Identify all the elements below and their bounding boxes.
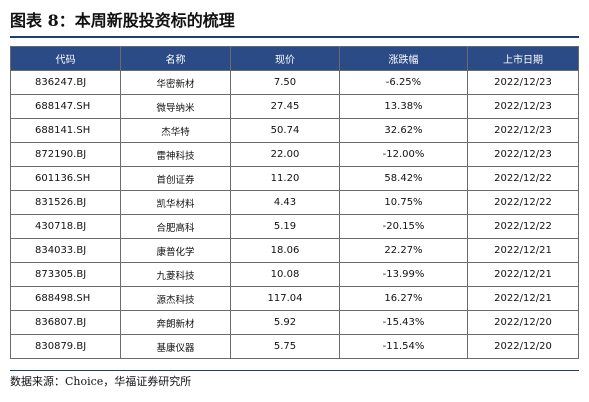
cell-code: 688147.SH bbox=[10, 94, 121, 119]
header-code: 代码 bbox=[10, 46, 121, 71]
cell-name: 雷神科技 bbox=[120, 142, 231, 167]
cell-code: 601136.SH bbox=[10, 166, 121, 191]
cell-price: 117.04 bbox=[230, 286, 340, 311]
cell-name: 合肥高科 bbox=[120, 214, 231, 239]
header-name: 名称 bbox=[120, 46, 231, 71]
cell-change: 32.62% bbox=[339, 118, 468, 143]
cell-change: 13.38% bbox=[339, 94, 468, 119]
table-row: 836247.BJ 华密新材 7.50 -6.25% 2022/12/23 bbox=[10, 70, 579, 95]
cell-listing-date: 2022/12/22 bbox=[467, 190, 579, 215]
cell-name: 康普化学 bbox=[120, 238, 231, 263]
cell-listing-date: 2022/12/23 bbox=[467, 70, 579, 95]
table-row: 688498.SH 源杰科技 117.04 16.27% 2022/12/21 bbox=[10, 286, 579, 311]
cell-name: 微导纳米 bbox=[120, 94, 231, 119]
title-divider bbox=[10, 36, 579, 38]
header-change: 涨跌幅 bbox=[339, 46, 468, 71]
cell-listing-date: 2022/12/20 bbox=[467, 310, 579, 335]
cell-listing-date: 2022/12/20 bbox=[467, 334, 579, 359]
cell-code: 688141.SH bbox=[10, 118, 121, 143]
cell-listing-date: 2022/12/23 bbox=[467, 118, 579, 143]
cell-price: 7.50 bbox=[230, 70, 340, 95]
cell-code: 834033.BJ bbox=[10, 238, 121, 263]
cell-change: 10.75% bbox=[339, 190, 468, 215]
table-row: 430718.BJ 合肥高科 5.19 -20.15% 2022/12/22 bbox=[10, 214, 579, 239]
cell-name: 九菱科技 bbox=[120, 262, 231, 287]
table-row: 688141.SH 杰华特 50.74 32.62% 2022/12/23 bbox=[10, 118, 579, 143]
cell-price: 18.06 bbox=[230, 238, 340, 263]
table-row: 873305.BJ 九菱科技 10.08 -13.99% 2022/12/21 bbox=[10, 262, 579, 287]
cell-code: 873305.BJ bbox=[10, 262, 121, 287]
cell-listing-date: 2022/12/23 bbox=[467, 142, 579, 167]
cell-price: 5.92 bbox=[230, 310, 340, 335]
cell-change: 16.27% bbox=[339, 286, 468, 311]
table-row: 831526.BJ 凯华材料 4.43 10.75% 2022/12/22 bbox=[10, 190, 579, 215]
table-row: 834033.BJ 康普化学 18.06 22.27% 2022/12/21 bbox=[10, 238, 579, 263]
cell-change: 58.42% bbox=[339, 166, 468, 191]
cell-listing-date: 2022/12/21 bbox=[467, 286, 579, 311]
cell-code: 430718.BJ bbox=[10, 214, 121, 239]
table-row: 830879.BJ 基康仪器 5.75 -11.54% 2022/12/20 bbox=[10, 334, 579, 359]
cell-change: -20.15% bbox=[339, 214, 468, 239]
header-price: 现价 bbox=[230, 46, 340, 71]
cell-name: 基康仪器 bbox=[120, 334, 231, 359]
cell-code: 831526.BJ bbox=[10, 190, 121, 215]
source-divider bbox=[10, 370, 579, 371]
cell-price: 5.19 bbox=[230, 214, 340, 239]
cell-name: 首创证券 bbox=[120, 166, 231, 191]
figure-title: 图表 8：本周新股投资标的梳理 bbox=[10, 11, 235, 30]
cell-name: 奔朗新材 bbox=[120, 310, 231, 335]
cell-price: 10.08 bbox=[230, 262, 340, 287]
cell-price: 5.75 bbox=[230, 334, 340, 359]
cell-change: -12.00% bbox=[339, 142, 468, 167]
cell-price: 11.20 bbox=[230, 166, 340, 191]
cell-price: 50.74 bbox=[230, 118, 340, 143]
cell-price: 22.00 bbox=[230, 142, 340, 167]
table-header-row: 代码 名称 现价 涨跌幅 上市日期 bbox=[10, 46, 579, 71]
table-row: 688147.SH 微导纳米 27.45 13.38% 2022/12/23 bbox=[10, 94, 579, 119]
cell-listing-date: 2022/12/23 bbox=[467, 94, 579, 119]
cell-name: 华密新材 bbox=[120, 70, 231, 95]
cell-change: -11.54% bbox=[339, 334, 468, 359]
cell-code: 836807.BJ bbox=[10, 310, 121, 335]
cell-name: 凯华材料 bbox=[120, 190, 231, 215]
cell-change: 22.27% bbox=[339, 238, 468, 263]
cell-change: -15.43% bbox=[339, 310, 468, 335]
cell-code: 872190.BJ bbox=[10, 142, 121, 167]
cell-code: 688498.SH bbox=[10, 286, 121, 311]
cell-change: -13.99% bbox=[339, 262, 468, 287]
cell-name: 杰华特 bbox=[120, 118, 231, 143]
cell-price: 27.45 bbox=[230, 94, 340, 119]
table-row: 601136.SH 首创证券 11.20 58.42% 2022/12/22 bbox=[10, 166, 579, 191]
cell-price: 4.43 bbox=[230, 190, 340, 215]
cell-listing-date: 2022/12/22 bbox=[467, 166, 579, 191]
new-stock-table: 代码 名称 现价 涨跌幅 上市日期 836247.BJ 华密新材 7.50 -6… bbox=[10, 46, 579, 359]
header-listing-date: 上市日期 bbox=[467, 46, 579, 71]
cell-change: -6.25% bbox=[339, 70, 468, 95]
cell-listing-date: 2022/12/22 bbox=[467, 214, 579, 239]
cell-name: 源杰科技 bbox=[120, 286, 231, 311]
cell-listing-date: 2022/12/21 bbox=[467, 262, 579, 287]
table-row: 836807.BJ 奔朗新材 5.92 -15.43% 2022/12/20 bbox=[10, 310, 579, 335]
cell-listing-date: 2022/12/21 bbox=[467, 238, 579, 263]
table-row: 872190.BJ 雷神科技 22.00 -12.00% 2022/12/23 bbox=[10, 142, 579, 167]
source-note: 数据来源：Choice，华福证券研究所 bbox=[10, 375, 192, 388]
cell-code: 830879.BJ bbox=[10, 334, 121, 359]
cell-code: 836247.BJ bbox=[10, 70, 121, 95]
